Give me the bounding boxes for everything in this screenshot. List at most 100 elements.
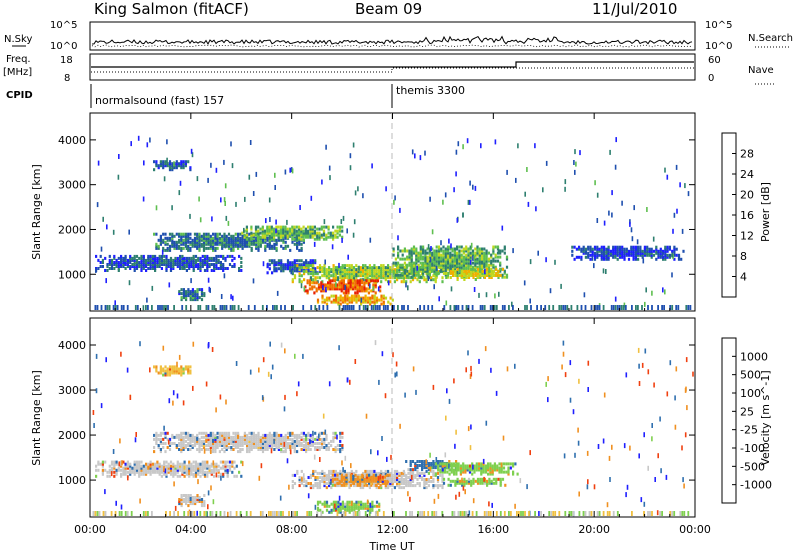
power-cell <box>668 245 671 249</box>
velocity-cell <box>402 486 405 490</box>
velocity-cell <box>457 462 460 466</box>
velocity-cell <box>341 502 344 506</box>
power-cell <box>165 263 168 266</box>
power-cell <box>277 235 280 239</box>
velocity-cell <box>416 464 419 467</box>
power-cell <box>328 165 331 171</box>
velocity-cell <box>334 435 337 439</box>
power-cell <box>462 275 465 279</box>
power-cell <box>306 279 309 283</box>
power-cell <box>120 305 123 310</box>
velocity-cell <box>203 466 207 470</box>
velocity-cell <box>320 439 324 443</box>
power-y-tick-label: 3000 <box>58 179 86 192</box>
power-cell <box>140 256 143 260</box>
velocity-cell <box>334 482 337 485</box>
power-cell <box>337 272 340 276</box>
velocity-cell <box>191 439 194 443</box>
velocity-cell <box>172 462 175 466</box>
velocity-cell <box>180 494 183 497</box>
power-cell <box>578 245 581 249</box>
power-cell <box>328 274 331 278</box>
velocity-cell <box>411 468 415 472</box>
power-cell <box>408 249 411 253</box>
velocity-cell <box>436 486 440 490</box>
power-cell <box>391 266 394 270</box>
velocity-cell <box>180 433 183 437</box>
power-cell <box>582 249 585 253</box>
power-cell <box>419 245 422 249</box>
velocity-cell <box>208 466 211 470</box>
power-cell <box>415 259 418 263</box>
power-cell <box>612 249 615 253</box>
power-cell <box>182 234 185 238</box>
power-cell <box>417 255 420 259</box>
power-cell <box>327 281 330 285</box>
power-cell <box>488 271 491 275</box>
velocity-cell <box>155 437 158 441</box>
power-cell <box>261 231 264 235</box>
power-cell <box>435 257 438 261</box>
power-cell <box>627 257 631 261</box>
power-cell <box>237 244 240 248</box>
velocity-cell <box>156 462 159 466</box>
power-cell <box>300 274 303 278</box>
velocity-cell <box>318 486 322 490</box>
velocity-cell <box>259 448 262 451</box>
velocity-cell <box>298 478 301 481</box>
velocity-cell <box>386 481 389 485</box>
velocity-cell <box>280 448 283 451</box>
power-cell <box>403 265 406 269</box>
power-cell <box>181 256 184 260</box>
power-cell <box>175 166 178 170</box>
power-cell <box>266 231 269 235</box>
velocity-cell <box>160 470 163 474</box>
velocity-cell <box>261 437 265 441</box>
velocity-cell <box>225 442 228 445</box>
velocity-cell <box>330 469 333 473</box>
power-cell <box>151 254 154 258</box>
power-cell <box>263 233 267 237</box>
power-cell <box>424 253 427 257</box>
velocity-cell <box>476 477 480 481</box>
power-cell <box>364 270 367 274</box>
velocity-cell <box>470 479 473 483</box>
power-cell <box>478 265 481 269</box>
velocity-cell <box>405 478 408 481</box>
power-cell <box>180 288 183 292</box>
velocity-cell <box>252 431 255 435</box>
velocity-cell <box>456 481 459 485</box>
power-cell <box>261 240 265 244</box>
power-cell <box>501 249 504 253</box>
power-cell <box>486 274 489 277</box>
velocity-cell <box>343 480 346 483</box>
power-cell <box>142 261 145 264</box>
power-cell <box>469 259 472 265</box>
power-cell <box>282 246 285 250</box>
power-cell <box>268 240 271 244</box>
power-cell <box>147 256 150 260</box>
power-cell <box>480 143 482 149</box>
power-cell <box>185 258 188 262</box>
power-cell <box>469 257 472 261</box>
velocity-cell <box>353 502 356 506</box>
power-cell <box>311 261 314 265</box>
power-cell <box>372 286 375 292</box>
power-cell <box>226 267 229 270</box>
power-cell <box>274 305 276 310</box>
velocity-cell <box>122 466 125 470</box>
power-cell <box>180 242 183 246</box>
power-cell <box>275 242 278 246</box>
velocity-cell <box>194 470 198 474</box>
power-cell <box>456 278 459 281</box>
velocity-cell <box>155 442 158 445</box>
power-cell <box>308 281 311 285</box>
power-cell <box>657 249 660 253</box>
power-cell <box>444 253 447 257</box>
velocity-cell <box>153 437 156 441</box>
power-cell <box>191 240 194 244</box>
power-cell <box>191 294 194 298</box>
power-cell <box>367 281 370 285</box>
power-cell <box>424 269 427 273</box>
velocity-cell <box>439 460 442 463</box>
